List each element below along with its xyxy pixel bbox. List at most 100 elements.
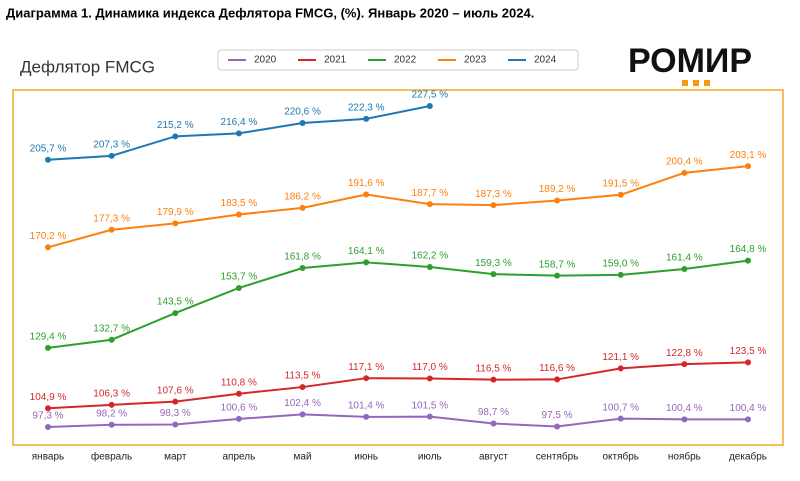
- x-tick-label: ноябрь: [668, 451, 701, 463]
- data-label: 220,6 %: [284, 107, 321, 118]
- data-point: [45, 244, 51, 251]
- data-point: [490, 202, 497, 209]
- data-label: 132,7 %: [93, 323, 130, 334]
- data-label: 203,1 %: [730, 150, 767, 161]
- data-label: 100,6 %: [221, 403, 258, 414]
- data-label: 227,5 %: [411, 90, 448, 101]
- data-label: 164,8 %: [730, 244, 767, 255]
- data-point: [426, 264, 433, 271]
- data-point: [426, 201, 433, 208]
- data-point: [617, 365, 624, 372]
- data-point: [681, 361, 688, 368]
- data-label: 161,8 %: [284, 252, 321, 263]
- data-label: 216,4 %: [221, 117, 258, 128]
- data-label: 200,4 %: [666, 156, 703, 167]
- data-label: 97,3 %: [32, 411, 63, 422]
- data-point: [745, 257, 751, 264]
- data-label: 117,0 %: [412, 362, 448, 373]
- data-point: [108, 421, 115, 428]
- series-line: [47, 259, 749, 349]
- data-label: 161,4 %: [666, 253, 703, 264]
- data-label: 122,8 %: [666, 348, 703, 359]
- data-point: [745, 163, 751, 170]
- data-label: 101,5 %: [411, 400, 448, 411]
- data-label: 100,4 %: [666, 403, 703, 414]
- data-point: [363, 115, 370, 122]
- logo-dot: [693, 80, 699, 86]
- data-label: 104,9 %: [30, 392, 67, 403]
- data-point: [490, 376, 497, 383]
- data-point: [45, 424, 51, 431]
- data-point: [617, 191, 624, 198]
- data-point: [617, 415, 624, 422]
- data-label: 102,4 %: [284, 398, 321, 409]
- data-label: 191,6 %: [348, 178, 385, 189]
- data-point: [681, 265, 688, 272]
- data-point: [490, 420, 497, 427]
- data-point: [172, 398, 179, 405]
- x-tick-label: июль: [418, 452, 442, 463]
- data-label: 164,1 %: [348, 246, 385, 257]
- data-point: [363, 413, 370, 420]
- data-point: [554, 272, 561, 279]
- data-point: [108, 401, 115, 408]
- legend-label: 2024: [534, 55, 557, 66]
- data-point: [299, 264, 306, 271]
- data-point: [299, 204, 306, 211]
- data-label: 98,3 %: [160, 408, 191, 419]
- data-label: 98,2 %: [96, 408, 127, 419]
- data-label: 107,6 %: [157, 385, 194, 396]
- data-point: [235, 284, 242, 291]
- data-label: 187,3 %: [475, 189, 512, 200]
- data-point: [108, 226, 115, 233]
- data-point: [299, 120, 306, 127]
- x-tick-label: февраль: [91, 451, 132, 463]
- x-tick-label: декабрь: [729, 451, 767, 463]
- data-label: 121,1 %: [602, 352, 639, 363]
- data-point: [45, 344, 51, 351]
- data-point: [235, 415, 242, 422]
- data-label: 98,7 %: [478, 407, 509, 418]
- data-point: [363, 259, 370, 266]
- data-label: 215,2 %: [157, 120, 194, 131]
- data-label: 129,4 %: [30, 332, 67, 343]
- chart-title: Дефлятор FMCG: [20, 57, 155, 76]
- x-tick-label: июнь: [354, 452, 378, 463]
- data-label: 101,4 %: [348, 401, 385, 412]
- data-point: [108, 152, 115, 159]
- logo-dot: [704, 80, 710, 86]
- data-label: 187,7 %: [411, 188, 448, 199]
- data-point: [299, 384, 306, 391]
- data-point: [172, 310, 179, 317]
- data-label: 205,7 %: [30, 143, 67, 154]
- x-tick-label: октябрь: [602, 451, 639, 463]
- legend-box: [217, 49, 579, 71]
- data-point: [426, 103, 433, 110]
- legend-label: 2023: [464, 55, 487, 66]
- data-point: [554, 376, 561, 383]
- data-label: 116,5 %: [475, 363, 511, 374]
- logo-dot: [682, 80, 688, 86]
- series-line: [47, 165, 749, 249]
- x-tick-label: апрель: [223, 452, 256, 463]
- data-point: [426, 413, 433, 420]
- data-point: [554, 423, 561, 430]
- x-tick-label: январь: [32, 452, 64, 463]
- data-point: [363, 191, 370, 198]
- data-label: 143,5 %: [157, 297, 194, 308]
- data-point: [172, 220, 179, 227]
- data-point: [681, 169, 688, 176]
- legend-label: 2020: [254, 55, 277, 66]
- x-tick-label: март: [164, 452, 187, 463]
- data-label: 207,3 %: [93, 139, 130, 150]
- series-line: [47, 361, 749, 410]
- legend-label: 2021: [324, 55, 347, 66]
- data-point: [490, 271, 497, 278]
- data-label: 179,9 %: [157, 207, 194, 218]
- x-tick-label: август: [479, 452, 508, 463]
- plot-frame: [12, 89, 784, 446]
- data-label: 97,5 %: [542, 410, 573, 421]
- data-label: 110,8 %: [221, 377, 257, 388]
